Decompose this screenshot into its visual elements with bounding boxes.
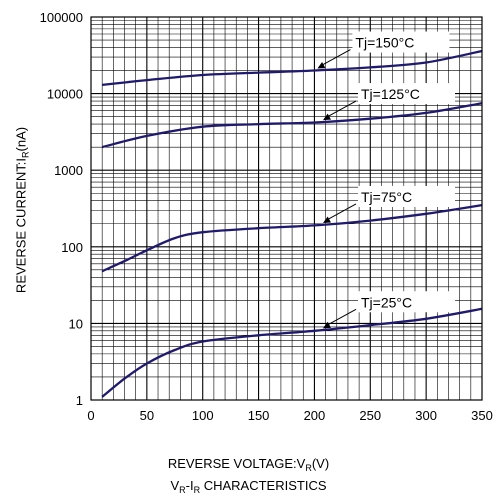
x-tick-label: 300: [415, 408, 437, 423]
series-label-arrow-2: [323, 216, 332, 223]
series-label-1: Tj=125°C: [361, 86, 420, 102]
y-tick-label: 100000: [40, 10, 83, 25]
x-tick-labels: 0 50 100 150 200 250 300 350: [87, 408, 492, 423]
series-label-bg-1: [358, 83, 456, 105]
series-label-bg-2: [358, 185, 456, 207]
series-label-0: Tj=150°C: [355, 35, 414, 51]
series-label-3: Tj=25°C: [361, 294, 412, 310]
series-line-0: [102, 49, 483, 87]
y-tick-labels: 1 10 100 1000 10000 100000: [40, 10, 83, 408]
series-label-bg-3: [358, 291, 456, 313]
series-label-arrow-3: [323, 321, 332, 329]
x-tick-label: 100: [192, 408, 214, 423]
x-tick-label: 250: [359, 408, 381, 423]
series-line-2: [101, 203, 483, 273]
series-label-2: Tj=75°C: [361, 189, 412, 205]
series-label-leader-1: [324, 100, 357, 119]
x-tick-label: 50: [140, 408, 154, 423]
grid: [91, 17, 482, 400]
series-label-leader-2: [324, 203, 357, 222]
series-label-leader-3: [324, 308, 357, 327]
series-label-arrow-0: [317, 62, 326, 69]
plot-frame: [90, 16, 483, 401]
y-tick-label: 1: [76, 393, 83, 408]
series-line-3: [101, 307, 483, 398]
x-tick-label: 150: [248, 408, 270, 423]
chart-caption: VR-IR CHARACTERISTICS: [170, 478, 327, 495]
series-line-1: [101, 102, 483, 149]
y-tick-label: 1000: [54, 163, 83, 178]
y-tick-label: 10: [69, 316, 83, 331]
x-tick-label: 350: [471, 408, 493, 423]
y-axis-label: REVERSE CURRENT:IR(nA): [13, 126, 31, 294]
x-axis-label-block: REVERSE VOLTAGE:VR(V) VR-IR CHARACTERIST…: [0, 455, 497, 499]
x-tick-label: 0: [87, 408, 94, 423]
y-tick-label: 100: [61, 240, 83, 255]
series-lines: [101, 49, 483, 398]
x-axis-label: REVERSE VOLTAGE:VR(V): [167, 456, 330, 473]
series-label-arrow-1: [323, 113, 332, 121]
series-labels: Tj=150°C Tj=125°C Tj=75°C Tj=25°C: [317, 31, 456, 329]
series-label-bg-0: [352, 31, 450, 53]
y-tick-label: 10000: [47, 87, 83, 102]
series-label-leader-0: [319, 49, 351, 67]
x-tick-label: 200: [304, 408, 326, 423]
